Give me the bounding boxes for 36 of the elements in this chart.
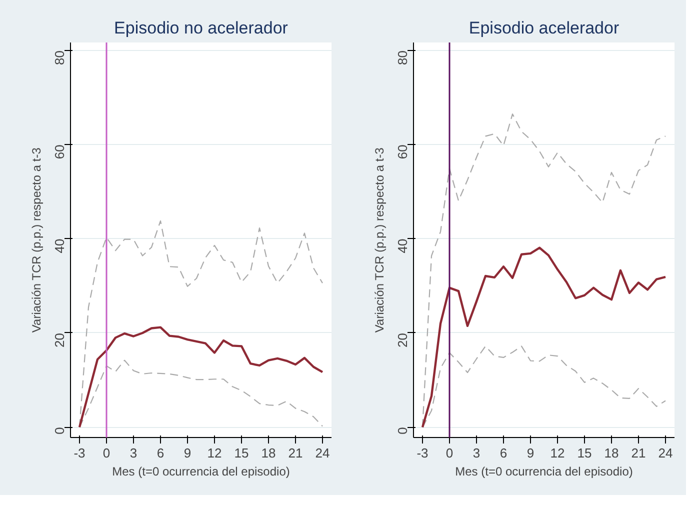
y-tick-label: 0 (52, 427, 67, 434)
y-axis-title: Variación TCR (p.p.) respecto a t-3 (372, 147, 386, 333)
x-tick-label: 6 (156, 446, 164, 460)
chart-title: Episodio no acelerador (114, 18, 288, 38)
x-tick-label: 0 (446, 446, 454, 460)
x-tick-label: 12 (207, 446, 222, 460)
y-tick-label: 80 (395, 50, 410, 65)
x-tick-label: 0 (102, 446, 110, 460)
x-tick-label: 21 (288, 446, 303, 460)
y-tick-label: 20 (395, 332, 410, 348)
x-tick-label: 15 (577, 446, 592, 460)
x-tick-label: 24 (658, 446, 673, 460)
y-tick-label: 20 (52, 332, 67, 348)
y-tick-label: 40 (52, 238, 67, 254)
x-tick-label: 21 (631, 446, 646, 460)
x-tick-label: 18 (261, 446, 276, 460)
y-axis-title: Variación TCR (p.p.) respecto a t-3 (30, 147, 44, 333)
x-tick-label: 15 (234, 446, 249, 460)
chart-title: Episodio acelerador (468, 18, 620, 38)
y-tick-label: 0 (395, 427, 410, 434)
x-tick-label: 3 (472, 446, 480, 460)
x-tick-label: 18 (604, 446, 619, 460)
x-tick-label: 12 (550, 446, 565, 460)
y-tick-label: 40 (395, 238, 410, 254)
x-tick-label: 6 (500, 446, 508, 460)
x-tick-label: 24 (315, 446, 330, 460)
x-tick-label: 3 (130, 446, 138, 460)
y-tick-label: 60 (395, 144, 410, 160)
x-tick-label: -3 (74, 446, 86, 460)
x-tick-label: 9 (526, 446, 534, 460)
x-axis-title: Mes (t=0 ocurrencia del episodio) (455, 464, 633, 478)
y-tick-label: 80 (52, 50, 67, 65)
x-axis-title: Mes (t=0 ocurrencia del episodio) (112, 464, 290, 478)
x-tick-label: 9 (184, 446, 192, 460)
y-tick-label: 60 (52, 144, 67, 160)
x-tick-label: -3 (416, 446, 428, 460)
